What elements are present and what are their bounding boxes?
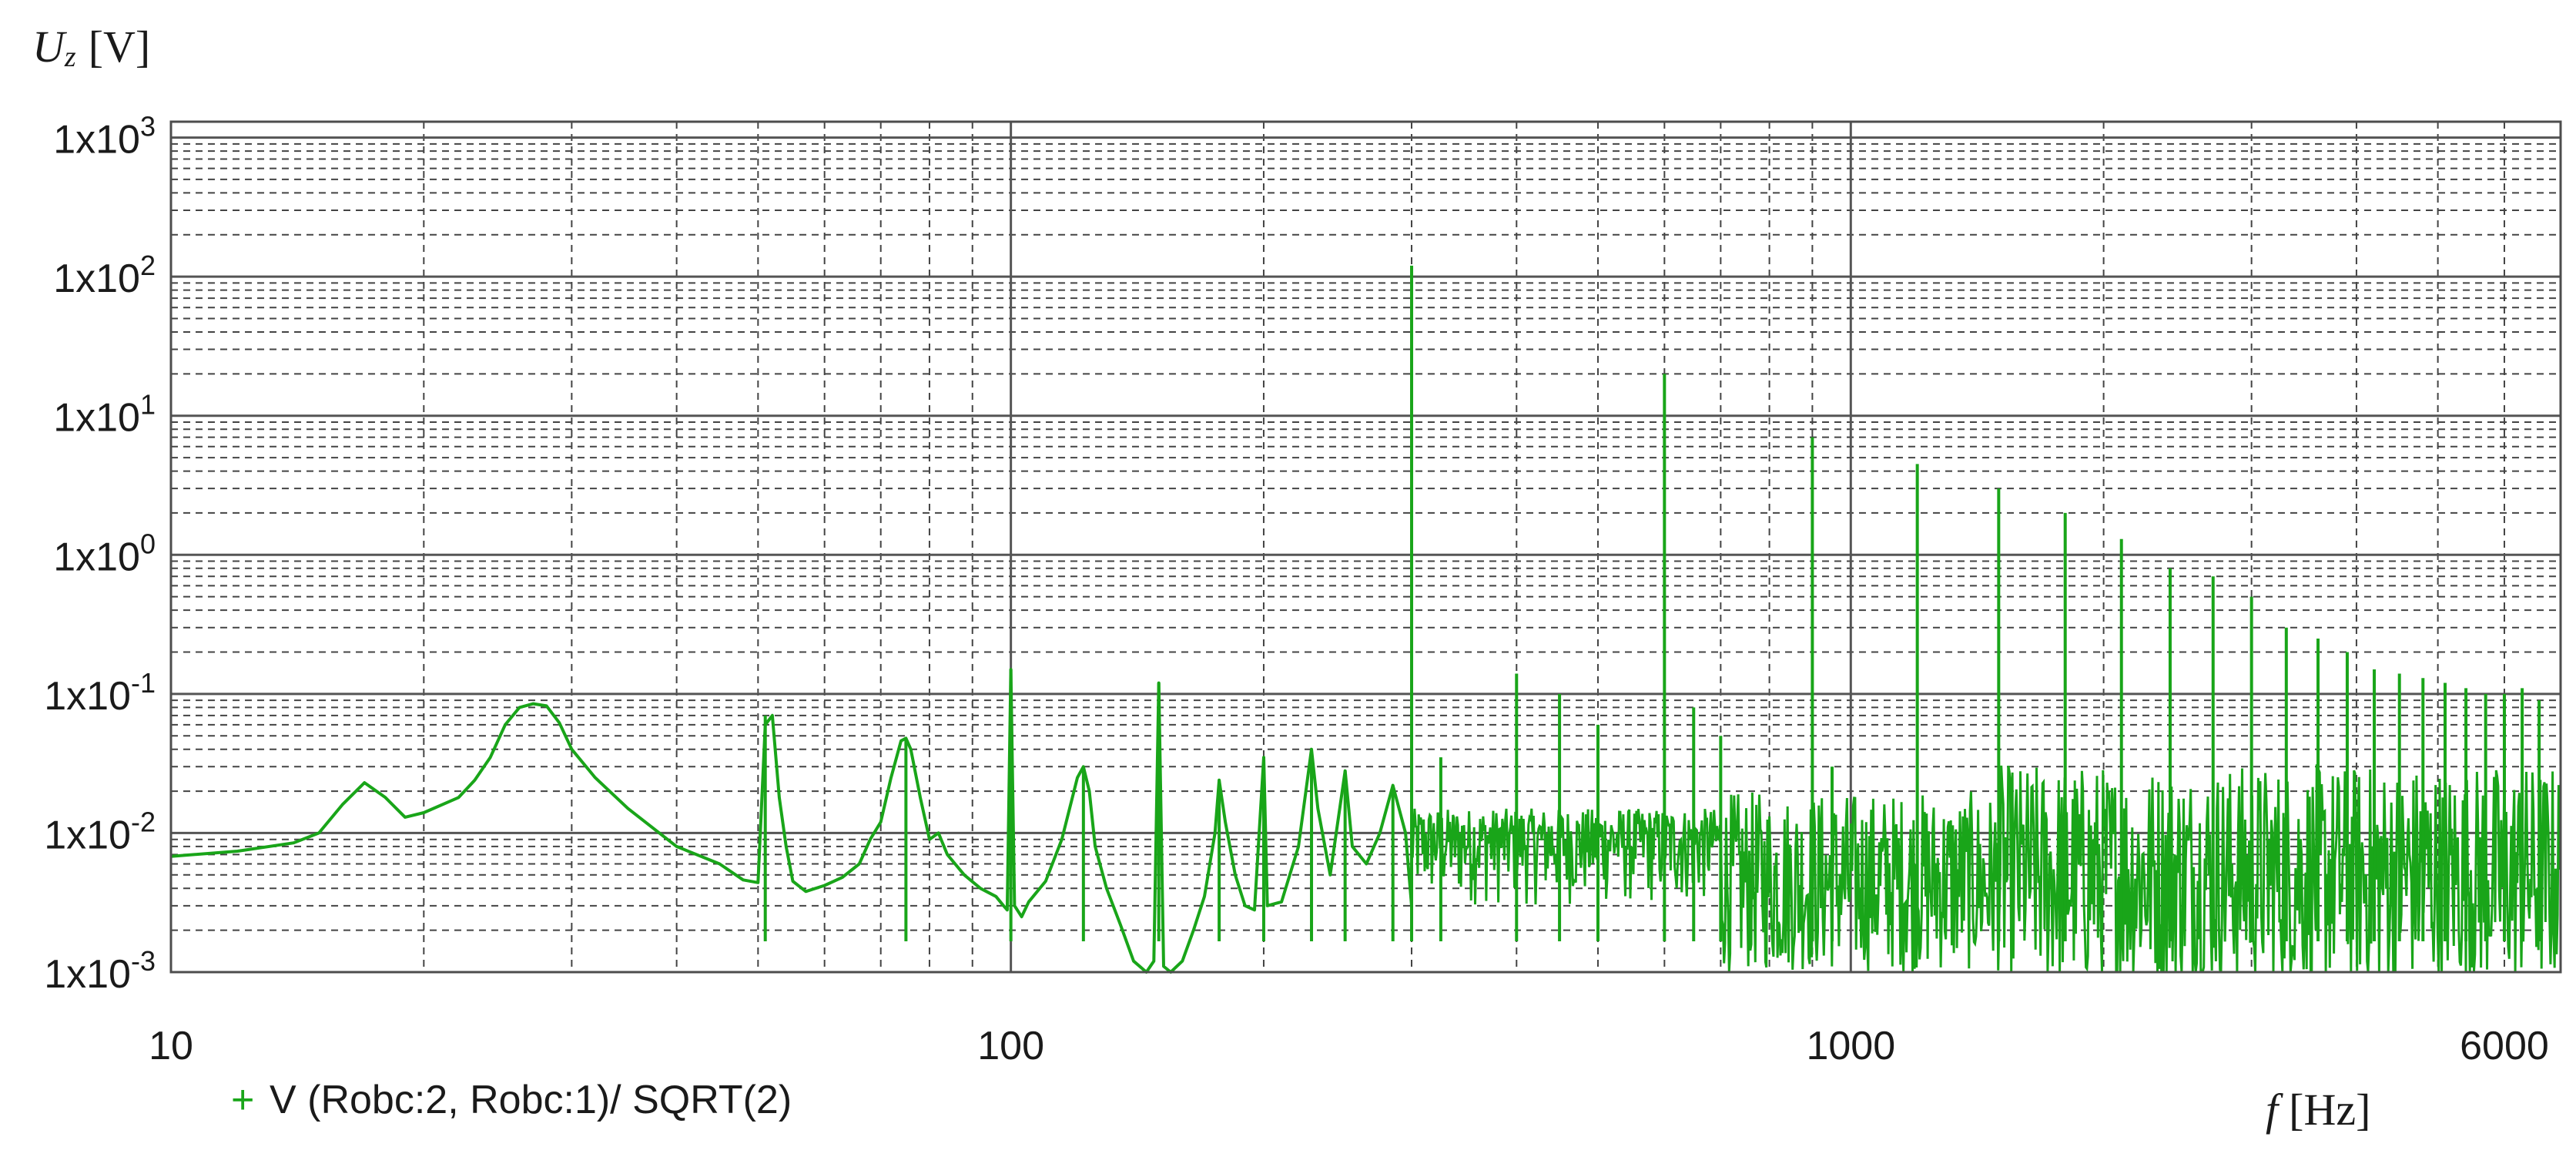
x-tick-label: 1000 — [1806, 1024, 1895, 1068]
y-axis-variable: U — [32, 22, 68, 72]
legend-label: V (Robc:2, Robc:1)/ SQRT(2) — [270, 1078, 792, 1122]
legend-marker: + — [231, 1078, 254, 1122]
y-tick-label: 1x102 — [53, 250, 156, 301]
series-line-baseline — [170, 668, 1413, 974]
y-tick-label: 1x10-1 — [44, 667, 156, 719]
y-tick-label: 1x10-2 — [44, 806, 156, 857]
x-axis-label: f [Hz] — [2266, 1085, 2370, 1135]
x-tick-label: 100 — [977, 1024, 1044, 1068]
x-tick-labels: 10 100 1000 6000 — [149, 1024, 2549, 1068]
y-axis-label: Uz [V] — [32, 22, 150, 73]
y-tick-label: 1x101 — [53, 389, 156, 441]
legend: + V (Robc:2, Robc:1)/ SQRT(2) — [231, 1078, 792, 1122]
series-group — [170, 265, 2561, 974]
series-line-noise — [1410, 764, 2561, 974]
y-tick-label: 1x10-3 — [44, 945, 156, 997]
x-tick-label: 10 — [149, 1024, 193, 1068]
x-tick-label: 6000 — [2460, 1024, 2549, 1068]
y-tick-labels: 1x103 1x102 1x101 1x100 1x10-1 1x10-2 1x10-3 — [44, 111, 156, 997]
y-tick-label: 1x103 — [53, 111, 156, 163]
y-axis-unit: [V] — [89, 22, 151, 72]
x-axis-unit: [Hz] — [2289, 1085, 2370, 1135]
y-axis-subscript: z — [64, 41, 76, 73]
y-tick-label: 1x100 — [53, 528, 156, 579]
plot-frame — [169, 120, 2562, 974]
